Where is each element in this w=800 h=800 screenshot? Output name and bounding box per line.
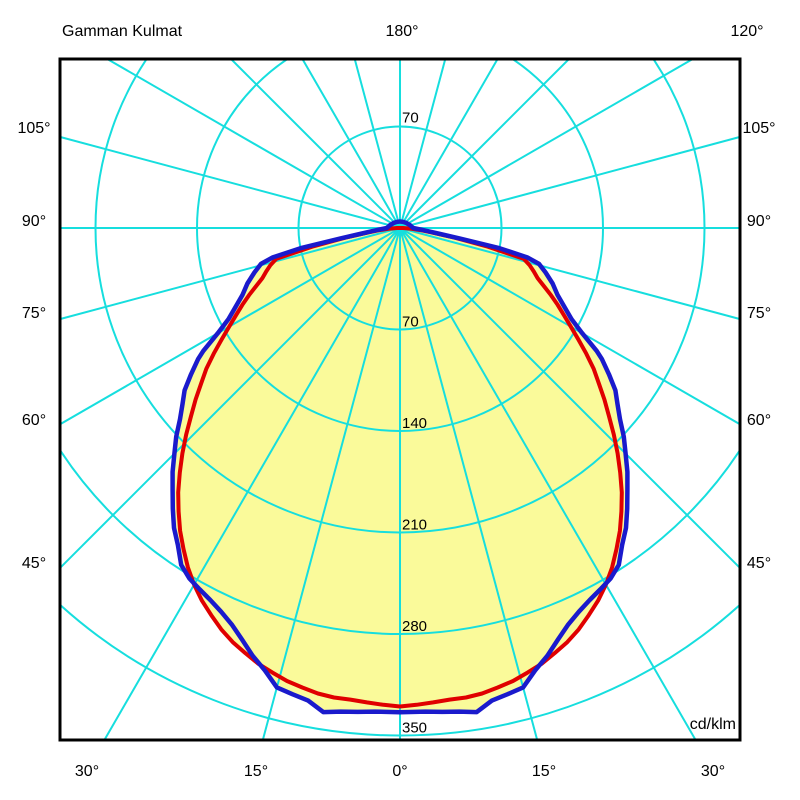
ring-label: 70 [402, 314, 419, 331]
grid-ray [354, 60, 401, 229]
grid-ray [61, 227, 401, 568]
angle-label-right: 105° [742, 120, 775, 137]
grid-ray [399, 60, 446, 229]
grid-ray [399, 60, 569, 229]
curve-blue [170, 219, 630, 715]
grid-ray [399, 136, 739, 229]
grid-ray [231, 60, 401, 229]
angle-label-bottom: 15° [532, 763, 556, 780]
angle-label-left: 90° [22, 213, 46, 230]
angle-label-left: 45° [22, 555, 46, 572]
grid-ray [61, 136, 401, 229]
grid-ray [261, 227, 401, 740]
ring-label: 140 [402, 415, 427, 432]
angle-label-bottom: 30° [701, 763, 725, 780]
grid-ray [399, 227, 739, 320]
grid-ray [399, 60, 498, 229]
grid-ray [399, 227, 697, 740]
unit-label: cd/klm [690, 716, 736, 733]
angle-label-bottom: 0° [392, 763, 407, 780]
grid-ray [61, 227, 401, 425]
angle-label-left: 75° [22, 305, 46, 322]
angle-label-top: 120° [730, 23, 763, 40]
ring-label: 350 [402, 720, 427, 737]
ring-label: 280 [402, 618, 427, 635]
angle-label-right: 60° [747, 412, 771, 429]
ring-label: 70 [402, 110, 419, 127]
grid-ray [103, 227, 401, 740]
grid-ray [107, 60, 401, 229]
grid-ray [61, 227, 401, 320]
grid-ray [399, 227, 739, 425]
angle-label-bottom: 30° [75, 763, 99, 780]
ring-label: 210 [402, 517, 427, 534]
angle-label-left: 60° [22, 412, 46, 429]
grid-ray [302, 60, 401, 229]
grid-ray [399, 60, 693, 229]
angle-label-left: 105° [17, 120, 50, 137]
chart-title: Gamman Kulmat [62, 23, 183, 40]
angle-label-bottom: 15° [244, 763, 268, 780]
angle-label-top: 180° [385, 23, 418, 40]
angle-label-right: 45° [747, 555, 771, 572]
plot-frame [58, 57, 742, 742]
grid-ray [399, 227, 539, 740]
curves-layer [170, 219, 630, 715]
curve-red [176, 226, 624, 709]
labels-layer: Gamman Kulmat cd/klm 70 70 140 210 280 350 105… [17, 23, 775, 780]
angle-label-right: 90° [747, 213, 771, 230]
grid-ray [399, 227, 739, 568]
angle-label-right: 75° [747, 305, 771, 322]
